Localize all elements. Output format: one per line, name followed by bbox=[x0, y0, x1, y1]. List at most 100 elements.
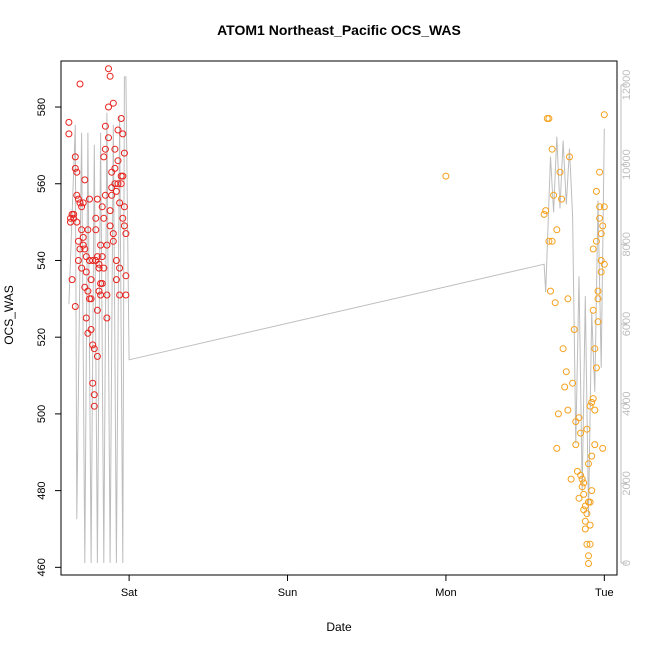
data-point bbox=[594, 287, 602, 295]
data-point bbox=[101, 122, 109, 130]
data-point bbox=[70, 210, 78, 218]
data-point bbox=[564, 406, 572, 414]
y2-tick-label: 4000 bbox=[621, 391, 633, 415]
x-tick-label: Sun bbox=[278, 587, 298, 599]
data-point bbox=[573, 467, 581, 475]
data-point bbox=[87, 326, 95, 333]
data-point bbox=[566, 153, 573, 161]
data-point bbox=[78, 264, 86, 272]
data-point bbox=[116, 264, 124, 272]
data-point bbox=[585, 460, 592, 468]
series-group1 bbox=[65, 65, 130, 410]
data-point bbox=[93, 306, 101, 314]
data-point bbox=[591, 406, 599, 414]
data-point bbox=[86, 195, 93, 203]
data-point bbox=[577, 471, 585, 479]
data-point bbox=[589, 245, 597, 253]
data-point bbox=[112, 276, 120, 284]
data-point bbox=[109, 230, 117, 238]
data-point bbox=[93, 253, 101, 261]
data-point bbox=[93, 352, 101, 360]
data-point bbox=[583, 425, 591, 433]
data-point bbox=[89, 379, 97, 387]
data-point bbox=[68, 276, 76, 284]
data-point bbox=[591, 345, 599, 353]
data-point bbox=[92, 226, 100, 234]
y2-tick-label: 6000 bbox=[621, 312, 633, 336]
data-point bbox=[596, 203, 604, 211]
data-point bbox=[597, 268, 605, 276]
data-point bbox=[120, 203, 128, 211]
data-point bbox=[101, 145, 109, 153]
data-point bbox=[599, 222, 607, 230]
data-point bbox=[92, 214, 100, 222]
data-point bbox=[100, 264, 108, 272]
data-point bbox=[106, 72, 114, 80]
data-point bbox=[545, 237, 553, 245]
data-point bbox=[558, 195, 566, 203]
data-point bbox=[577, 429, 585, 437]
data-point bbox=[597, 230, 605, 238]
y2-tick-label: 2000 bbox=[621, 471, 633, 495]
y-axis-label: OCS_WAS bbox=[2, 285, 16, 345]
data-point bbox=[97, 241, 105, 249]
y-tick-label: 500 bbox=[36, 405, 48, 423]
data-point bbox=[119, 130, 127, 138]
data-point bbox=[572, 441, 580, 449]
data-point bbox=[592, 364, 600, 372]
y-tick-label: 480 bbox=[36, 481, 48, 499]
axis-ticks: Sat Sun Mon Tue 460 480 500 520 540 560 580 0 2000 40… bbox=[36, 70, 633, 599]
data-point bbox=[588, 487, 596, 495]
data-point bbox=[120, 222, 128, 230]
data-point bbox=[596, 168, 604, 176]
data-point bbox=[122, 272, 130, 280]
data-point bbox=[105, 103, 112, 111]
data-point bbox=[100, 214, 108, 222]
data-point bbox=[578, 475, 586, 483]
data-point bbox=[553, 444, 561, 452]
data-point bbox=[90, 402, 98, 410]
data-point bbox=[594, 295, 602, 303]
data-point bbox=[79, 241, 87, 249]
y-tick-label: 540 bbox=[36, 251, 48, 269]
data-point bbox=[548, 145, 556, 153]
data-point bbox=[65, 130, 73, 138]
data-point bbox=[106, 222, 114, 230]
x-axis-label: Date bbox=[326, 620, 352, 634]
data-point bbox=[600, 111, 608, 119]
data-point bbox=[540, 210, 548, 218]
data-point bbox=[81, 176, 89, 184]
plot-frame bbox=[60, 60, 618, 576]
data-point bbox=[112, 257, 120, 264]
data-point bbox=[581, 517, 589, 525]
data-point bbox=[81, 245, 89, 253]
data-point bbox=[591, 441, 599, 449]
data-point bbox=[542, 207, 550, 215]
data-point bbox=[84, 287, 92, 295]
data-point bbox=[548, 237, 556, 245]
data-point bbox=[589, 306, 597, 314]
data-point bbox=[87, 276, 95, 284]
data-point bbox=[71, 164, 79, 172]
data-point bbox=[109, 99, 117, 107]
data-point bbox=[97, 291, 105, 299]
data-point bbox=[561, 383, 569, 391]
y-tick-label: 460 bbox=[36, 558, 48, 576]
data-point bbox=[594, 318, 602, 326]
secondary-series-line bbox=[68, 76, 605, 564]
data-point bbox=[575, 414, 583, 422]
data-point bbox=[100, 153, 108, 161]
data-point bbox=[586, 498, 594, 506]
data-point bbox=[84, 226, 92, 234]
data-point bbox=[588, 452, 596, 460]
data-point bbox=[559, 345, 567, 353]
data-point bbox=[111, 164, 119, 172]
data-point bbox=[116, 291, 124, 299]
data-point bbox=[111, 145, 119, 153]
data-point bbox=[564, 295, 572, 303]
data-point bbox=[578, 483, 586, 491]
data-point bbox=[585, 560, 592, 567]
y2-tick-label: 12000 bbox=[621, 70, 633, 101]
data-point bbox=[553, 226, 561, 234]
